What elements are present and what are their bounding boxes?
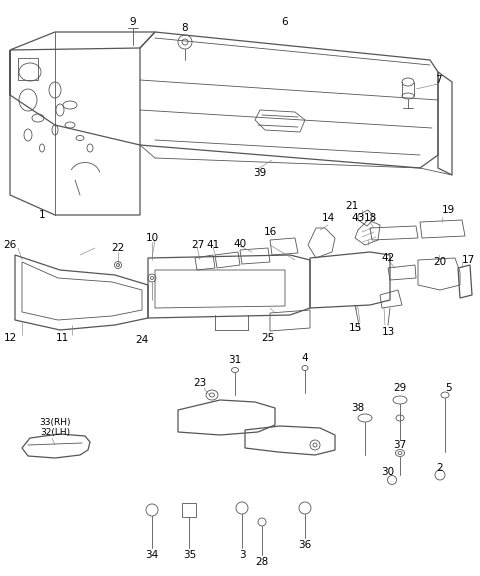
Text: 23: 23 — [193, 378, 206, 388]
Text: 4: 4 — [302, 353, 308, 363]
Text: 9: 9 — [130, 17, 136, 27]
Text: 38: 38 — [351, 403, 365, 413]
Text: 26: 26 — [3, 240, 17, 250]
Text: 1: 1 — [39, 210, 45, 220]
Text: 3: 3 — [239, 550, 245, 560]
Text: 7: 7 — [435, 75, 441, 85]
Text: 25: 25 — [262, 333, 275, 343]
Bar — [182, 503, 196, 517]
Text: 42: 42 — [382, 253, 395, 263]
Text: 24: 24 — [135, 335, 149, 345]
Text: 16: 16 — [264, 227, 276, 237]
Text: 43: 43 — [351, 213, 365, 223]
Text: 8: 8 — [182, 23, 188, 33]
Text: 27: 27 — [192, 240, 204, 250]
Text: 31: 31 — [228, 355, 241, 365]
Text: 17: 17 — [461, 255, 475, 265]
Text: 22: 22 — [111, 243, 125, 253]
Text: 33(RH): 33(RH) — [39, 418, 71, 426]
Text: 39: 39 — [253, 168, 266, 178]
Text: 36: 36 — [299, 540, 312, 550]
Text: 6: 6 — [282, 17, 288, 27]
Text: 5: 5 — [444, 383, 451, 393]
Text: 30: 30 — [382, 467, 395, 477]
Text: 21: 21 — [346, 201, 359, 211]
Text: 15: 15 — [348, 323, 361, 333]
Text: 12: 12 — [3, 333, 17, 343]
Text: 10: 10 — [145, 233, 158, 243]
Text: 13: 13 — [382, 327, 395, 337]
Text: 37: 37 — [394, 440, 407, 450]
Text: 35: 35 — [183, 550, 197, 560]
Text: 20: 20 — [433, 257, 446, 267]
Text: 19: 19 — [442, 205, 455, 215]
Text: 32(LH): 32(LH) — [40, 429, 70, 438]
Text: 11: 11 — [55, 333, 69, 343]
Text: 29: 29 — [394, 383, 407, 393]
Text: 41: 41 — [206, 240, 220, 250]
Text: 2: 2 — [437, 463, 444, 473]
Text: 28: 28 — [255, 557, 269, 567]
Text: 34: 34 — [145, 550, 158, 560]
Text: 14: 14 — [322, 213, 335, 223]
Text: 40: 40 — [233, 239, 247, 249]
Text: 18: 18 — [363, 213, 377, 223]
